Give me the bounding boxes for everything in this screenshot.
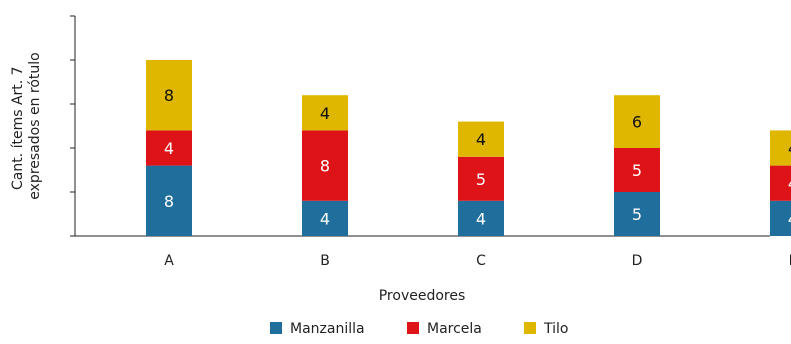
bar-segment-marcela-a [146, 130, 192, 166]
bar-segment-tilo-c [458, 121, 504, 157]
y-axis-label-line-1: Cant. ítems Art. 7 [10, 66, 26, 190]
legend-label-manzanilla: Manzanilla [290, 321, 365, 337]
bar-segment-marcela-d [614, 148, 660, 192]
bar-segment-tilo-b [302, 95, 348, 131]
bar-segment-marcela-b [302, 130, 348, 201]
bars: 8 4 8 4 8 4 4 5 4 5 5 6 4 4 4 [146, 60, 791, 236]
bar-value-label: 4 [476, 209, 486, 228]
x-axis-label: Proveedores [379, 288, 466, 304]
bar-segment-manzanilla-b [302, 200, 348, 236]
legend-label-tilo: Tilo [543, 321, 568, 337]
bar-value-label: 4 [788, 174, 791, 193]
x-tick-label: A [164, 253, 174, 269]
bar-value-label: 8 [164, 192, 174, 211]
y-axis-label-line-2: expresados en rótulo [27, 52, 43, 199]
bar-value-label: 5 [476, 170, 486, 189]
legend-label-marcela: Marcela [427, 321, 482, 337]
bar-value-label: 4 [788, 209, 791, 228]
legend-swatch-tilo [524, 322, 536, 334]
bar-value-label: 4 [320, 209, 330, 228]
legend: Manzanilla Marcela Tilo [270, 321, 568, 337]
bar-segment-manzanilla-d [614, 192, 660, 236]
bar-value-label: 4 [476, 130, 486, 149]
y-axis-ticks [70, 15, 75, 237]
bar-value-label: 8 [164, 86, 174, 105]
bar-segment-marcela-c [458, 156, 504, 201]
x-tick-labels: A B C D E [164, 253, 791, 269]
y-axis-label: Cant. ítems Art. 7 expresados en rótulo [10, 52, 43, 199]
bar-value-label: 4 [164, 139, 174, 158]
bar-segment-manzanilla-e [770, 200, 791, 236]
legend-swatch-marcela [407, 322, 419, 334]
bar-segment-tilo-e [770, 130, 791, 166]
bar-value-label: 8 [320, 157, 330, 176]
bar-value-label: 5 [632, 205, 642, 224]
bar-segment-tilo-d [614, 95, 660, 148]
x-tick-label: E [789, 253, 791, 269]
bar-value-label: 5 [632, 161, 642, 180]
bar-segment-marcela-e [770, 165, 791, 201]
x-tick-label: C [476, 253, 486, 269]
bar-value-label: 6 [632, 113, 642, 132]
x-tick-label: B [320, 253, 330, 269]
bar-segment-manzanilla-c [458, 200, 504, 236]
bar-value-label: 4 [320, 104, 330, 123]
legend-swatch-manzanilla [270, 322, 282, 334]
bar-segment-tilo-a [146, 60, 192, 131]
bar-segment-manzanilla-a [146, 165, 192, 236]
bar-value-label: 4 [788, 139, 791, 158]
x-tick-label: D [632, 253, 643, 269]
